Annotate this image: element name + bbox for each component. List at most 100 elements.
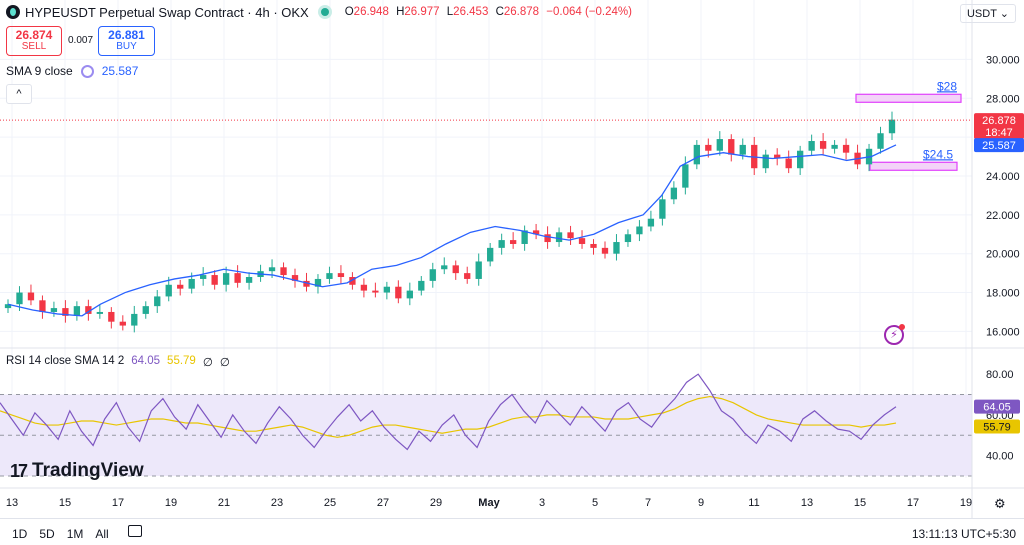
x-tick-label: 17 bbox=[112, 497, 124, 509]
alert-icon[interactable]: ⚡ bbox=[884, 324, 905, 345]
candle-body bbox=[819, 141, 827, 149]
rsi-legend-null-2: ∅ bbox=[219, 357, 230, 369]
candle-body bbox=[762, 154, 769, 169]
candle-body bbox=[693, 144, 700, 165]
rsi-value-label: 64.05 bbox=[983, 402, 1011, 414]
candle-body bbox=[27, 292, 35, 301]
candle-body bbox=[4, 304, 12, 309]
candle-body bbox=[716, 139, 723, 151]
x-tick-label: 5 bbox=[592, 497, 598, 509]
range-1m-button[interactable]: 1M bbox=[66, 527, 84, 541]
candle-body bbox=[831, 144, 838, 149]
candle-body bbox=[337, 273, 345, 278]
last-price-label: 26.878 bbox=[982, 115, 1016, 127]
chart-header: HYPEUSDT Perpetual Swap Contract · 4h · … bbox=[6, 3, 636, 21]
candle-body bbox=[464, 273, 471, 279]
candle-body bbox=[521, 230, 528, 244]
candle-body bbox=[234, 273, 241, 283]
rsi-value-badge bbox=[974, 399, 1020, 414]
y-tick-label: 22.000 bbox=[986, 210, 1020, 222]
x-tick-label: 7 bbox=[645, 497, 651, 509]
range-5d-button[interactable]: 5D bbox=[39, 527, 55, 541]
candle-body bbox=[119, 321, 126, 326]
sell-button[interactable]: 26.874 SELL bbox=[6, 26, 62, 56]
candle-body bbox=[498, 240, 505, 248]
x-tick-label: 13 bbox=[6, 497, 18, 509]
rsi-sma-label: 55.79 bbox=[983, 421, 1011, 433]
candle-body bbox=[785, 158, 792, 169]
exchange-logo-icon bbox=[6, 5, 20, 19]
tradingview-logo: 17 TradingView bbox=[10, 460, 144, 482]
candle-body bbox=[326, 273, 333, 279]
rsi-sma-line bbox=[0, 395, 897, 438]
y-tick-label: 30.000 bbox=[986, 54, 1020, 66]
candle-body bbox=[532, 230, 540, 235]
chart-canvas[interactable]: $28$24.5 30.00028.00026.00024.00022.0002… bbox=[0, 0, 1024, 518]
x-tick-label: 23 bbox=[271, 497, 283, 509]
calendar-icon[interactable] bbox=[128, 525, 142, 537]
range-buttons: 1D 5D 1M All bbox=[12, 527, 109, 541]
candle-body bbox=[739, 144, 746, 155]
settings-gear-icon[interactable]: ⚙ bbox=[994, 496, 1006, 511]
candle-body bbox=[349, 277, 356, 285]
y-tick-label: 20.000 bbox=[986, 249, 1020, 261]
rsi-legend[interactable]: RSI 14 close SMA 14 2 64.05 55.79 ∅ ∅ bbox=[6, 355, 230, 369]
candle-body bbox=[567, 232, 574, 239]
rsi-y-tick-label: 40.00 bbox=[986, 451, 1014, 463]
x-tick-label: 13 bbox=[801, 497, 813, 509]
candle-body bbox=[303, 280, 310, 287]
candle-body bbox=[636, 226, 643, 235]
candle-body bbox=[314, 278, 322, 287]
candle-body bbox=[888, 119, 896, 134]
currency-selector[interactable]: USDT ⌄ bbox=[959, 4, 1016, 23]
candle-body bbox=[131, 313, 138, 326]
candle-body bbox=[85, 306, 92, 314]
x-tick-label: 21 bbox=[218, 497, 230, 509]
candle-body bbox=[50, 308, 58, 312]
clock-readout: 13:11:13 UTC+5:30 bbox=[911, 527, 1016, 541]
x-tick-label: 3 bbox=[539, 497, 545, 509]
candle-body bbox=[509, 240, 517, 244]
price-zone-label: $24.5 bbox=[923, 147, 953, 161]
candle-body bbox=[177, 284, 184, 289]
candle-body bbox=[418, 280, 425, 291]
buy-button[interactable]: 26.881 BUY bbox=[98, 26, 155, 56]
range-1d-button[interactable]: 1D bbox=[12, 527, 28, 541]
symbol-title[interactable]: HYPEUSDT Perpetual Swap Contract · 4h · … bbox=[25, 4, 309, 20]
candle-body bbox=[268, 267, 276, 272]
buy-label: BUY bbox=[116, 41, 137, 52]
candle-body bbox=[142, 306, 149, 314]
x-tick-label: May bbox=[478, 497, 500, 509]
candle-body bbox=[395, 286, 402, 299]
candle-body bbox=[613, 242, 620, 254]
candle-body bbox=[487, 247, 494, 262]
x-tick-label: 15 bbox=[854, 497, 866, 509]
range-all-button[interactable]: All bbox=[95, 527, 109, 541]
candle-body bbox=[544, 234, 551, 243]
candle-body bbox=[39, 300, 46, 312]
candle-body bbox=[682, 164, 689, 188]
rsi-y-tick-label: 80.00 bbox=[986, 369, 1014, 381]
candle-body bbox=[16, 292, 23, 305]
candle-body bbox=[154, 296, 161, 307]
candle-body bbox=[73, 306, 81, 316]
x-tick-label: 25 bbox=[324, 497, 336, 509]
x-tick-label: 27 bbox=[377, 497, 389, 509]
candle-body bbox=[705, 144, 712, 151]
rsi-legend-value: 64.05 bbox=[131, 355, 161, 367]
collapse-legend-button[interactable]: ^ bbox=[6, 84, 32, 104]
candle-body bbox=[452, 265, 459, 274]
candle-body bbox=[188, 278, 195, 289]
rsi-sma-legend-value: 55.79 bbox=[167, 355, 196, 367]
sma-price-label: 25.587 bbox=[982, 140, 1016, 152]
candle-body bbox=[647, 218, 655, 227]
candle-body bbox=[429, 269, 436, 281]
y-tick-label: 24.000 bbox=[986, 171, 1020, 183]
candle-body bbox=[96, 311, 104, 314]
candle-body bbox=[475, 261, 482, 279]
sma-legend[interactable]: SMA 9 close 25.587 bbox=[6, 64, 138, 78]
candle-body bbox=[200, 275, 207, 279]
candle-body bbox=[796, 150, 804, 169]
sell-price: 26.874 bbox=[15, 28, 53, 42]
